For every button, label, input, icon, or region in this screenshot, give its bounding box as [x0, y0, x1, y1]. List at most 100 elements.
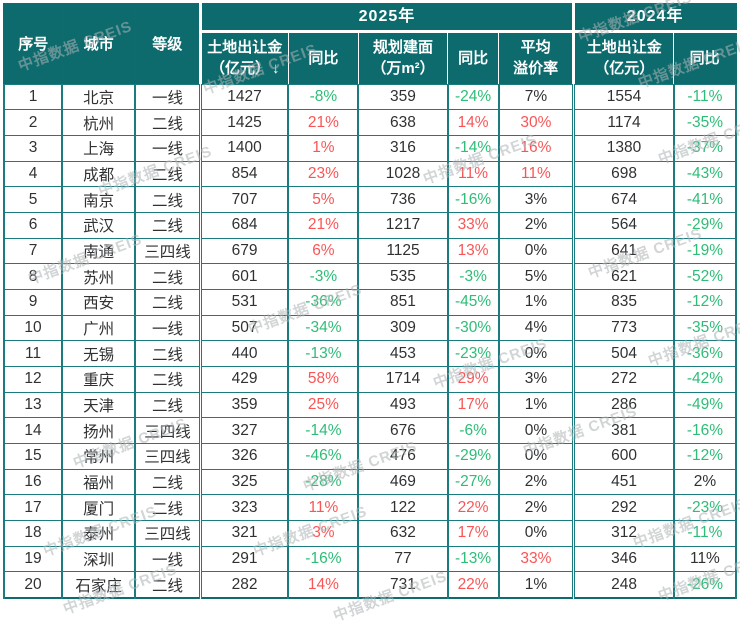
- cell-no: 20: [2, 571, 64, 599]
- cell-area25: 476: [357, 442, 449, 470]
- cell-city: 广州: [61, 314, 137, 342]
- cell-area25: 632: [357, 519, 449, 547]
- cell-tier: 三四线: [134, 442, 202, 470]
- table-row: 12 重庆 二线 429 58% 1714 29% 3% 272 -42%: [2, 365, 738, 393]
- table-row: 8 苏州 二线 601 -3% 535 -3% 5% 621 -52%: [2, 263, 738, 290]
- header-sub-row: 土地出让金 （亿元） ↓ 同比 规划建面 （万m²） 同比 平均 溢价率 土地出让…: [4, 31, 736, 84]
- cell-tier: 三四线: [134, 519, 202, 547]
- cell-tier: 二线: [134, 288, 202, 316]
- cell-area25_yoy: -29%: [446, 442, 500, 470]
- cell-area25_yoy: -27%: [446, 468, 500, 496]
- cell-lv25_yoy: -8%: [287, 83, 360, 111]
- cell-tier: 二线: [134, 160, 202, 188]
- cell-city: 深圳: [61, 545, 137, 573]
- cell-lv25_yoy: 25%: [287, 391, 360, 419]
- cell-city: 南京: [61, 186, 137, 213]
- cell-no: 6: [2, 211, 64, 239]
- cell-lv24_yoy: -41%: [672, 186, 738, 213]
- cell-area25_yoy: -45%: [446, 288, 500, 316]
- cell-lv25_yoy: -28%: [287, 468, 360, 496]
- table-row: 20 石家庄 二线 282 14% 731 22% 1% 248 -26%: [2, 571, 738, 599]
- cell-lv25_yoy: 11%: [287, 494, 360, 521]
- table-row: 7 南通 三四线 679 6% 1125 13% 0% 641 -19%: [2, 237, 738, 265]
- cell-lv24: 346: [572, 545, 675, 573]
- cell-lv25: 854: [198, 160, 290, 188]
- cell-premium: 0%: [497, 417, 575, 444]
- cell-lv24: 292: [572, 494, 675, 521]
- cell-no: 7: [2, 237, 64, 265]
- group-header-2025: 2025年: [198, 4, 574, 33]
- cell-area25: 851: [357, 288, 449, 316]
- cell-city: 杭州: [61, 109, 137, 136]
- cell-city: 无锡: [61, 340, 137, 367]
- col-header-planned-area-yoy-2025: 同比: [447, 31, 499, 84]
- cell-lv24: 698: [572, 160, 675, 188]
- cell-tier: 二线: [134, 109, 202, 136]
- cell-lv24_yoy: -12%: [672, 288, 738, 316]
- cell-premium: 0%: [497, 519, 575, 547]
- table-row: 5 南京 二线 707 5% 736 -16% 3% 674 -41%: [2, 186, 738, 213]
- cell-lv25_yoy: -46%: [287, 442, 360, 470]
- cell-tier: 一线: [134, 545, 202, 573]
- cell-area25: 453: [357, 340, 449, 367]
- cell-area25: 1714: [357, 365, 449, 393]
- cell-no: 16: [2, 468, 64, 496]
- col-header-land-value-2024: 土地出让金 （亿元）: [572, 31, 674, 84]
- cell-area25: 122: [357, 494, 449, 521]
- col-header-land-value-yoy-2024: 同比: [673, 31, 736, 84]
- cell-city: 石家庄: [61, 571, 137, 599]
- cell-lv24_yoy: -19%: [672, 237, 738, 265]
- cell-lv24: 381: [572, 417, 675, 444]
- cell-lv25_yoy: 21%: [287, 109, 360, 136]
- cell-lv25: 601: [198, 263, 290, 290]
- cell-lv25_yoy: -16%: [287, 545, 360, 573]
- cell-no: 9: [2, 288, 64, 316]
- table-row: 4 成都 二线 854 23% 1028 11% 11% 698 -43%: [2, 160, 738, 188]
- cell-lv24: 1554: [572, 83, 675, 111]
- cell-premium: 3%: [497, 365, 575, 393]
- cell-lv25_yoy: 6%: [287, 237, 360, 265]
- cell-premium: 2%: [497, 211, 575, 239]
- cell-area25: 309: [357, 314, 449, 342]
- cell-area25_yoy: 22%: [446, 494, 500, 521]
- cell-area25: 1217: [357, 211, 449, 239]
- cell-lv25_yoy: 1%: [287, 134, 360, 162]
- cell-area25_yoy: -30%: [446, 314, 500, 342]
- cell-tier: 一线: [134, 134, 202, 162]
- col-header-avg-premium-rate: 平均 溢价率: [498, 31, 574, 84]
- cell-lv24: 1380: [572, 134, 675, 162]
- cell-premium: 2%: [497, 468, 575, 496]
- cell-premium: 1%: [497, 288, 575, 316]
- cell-lv24_yoy: -12%: [672, 442, 738, 470]
- cell-area25_yoy: 22%: [446, 571, 500, 599]
- cell-city: 西安: [61, 288, 137, 316]
- cell-city: 苏州: [61, 263, 137, 290]
- cell-area25: 359: [357, 83, 449, 111]
- cell-lv25: 291: [198, 545, 290, 573]
- cell-lv25_yoy: -34%: [287, 314, 360, 342]
- cell-city: 天津: [61, 391, 137, 419]
- cell-area25: 469: [357, 468, 449, 496]
- cell-area25: 77: [357, 545, 449, 573]
- land-sales-table: 序号 城市 等级 2025年 2024年 土地出让金 （亿元） ↓ 同比 规划建面…: [2, 3, 738, 599]
- cell-area25_yoy: -23%: [446, 340, 500, 367]
- cell-lv25_yoy: 23%: [287, 160, 360, 188]
- cell-area25: 316: [357, 134, 449, 162]
- cell-premium: 33%: [497, 545, 575, 573]
- cell-no: 1: [2, 83, 64, 111]
- cell-lv25: 1400: [198, 134, 290, 162]
- table-row: 18 泰州 三四线 321 3% 632 17% 0% 312 -11%: [2, 519, 738, 547]
- cell-premium: 11%: [497, 160, 575, 188]
- cell-lv24_yoy: -16%: [672, 417, 738, 444]
- cell-area25: 638: [357, 109, 449, 136]
- cell-no: 8: [2, 263, 64, 290]
- cell-tier: 二线: [134, 211, 202, 239]
- cell-lv25: 507: [198, 314, 290, 342]
- col-header-land-value-2025[interactable]: 土地出让金 （亿元） ↓: [198, 31, 289, 84]
- cell-no: 13: [2, 391, 64, 419]
- cell-lv25: 325: [198, 468, 290, 496]
- cell-premium: 5%: [497, 263, 575, 290]
- cell-lv25_yoy: -3%: [287, 263, 360, 290]
- cell-area25_yoy: -13%: [446, 545, 500, 573]
- cell-city: 成都: [61, 160, 137, 188]
